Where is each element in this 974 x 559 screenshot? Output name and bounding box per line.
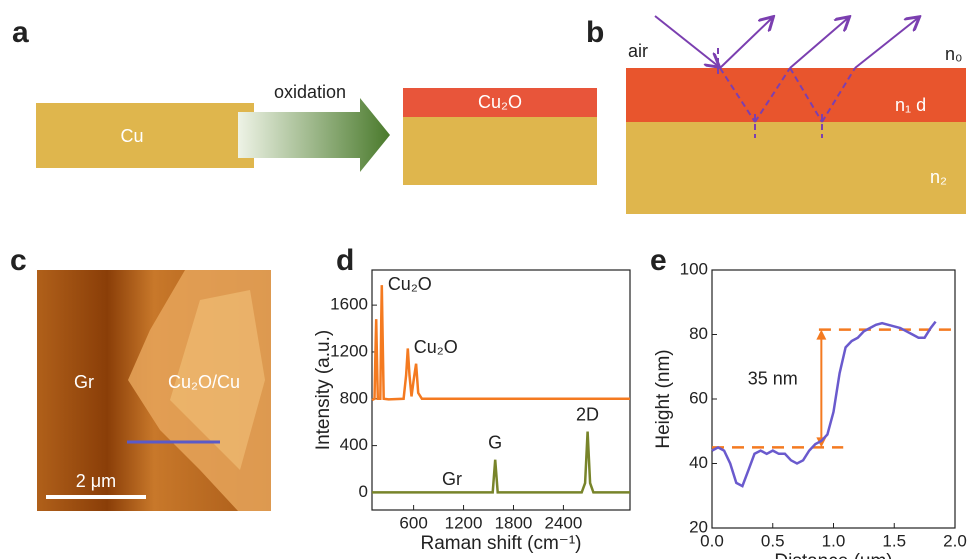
series-line bbox=[711, 320, 937, 488]
x-tick-label: 0.0 bbox=[700, 531, 724, 550]
y-tick-label: 1200 bbox=[330, 341, 368, 360]
peak-label: G bbox=[488, 432, 502, 452]
region-label: Gr bbox=[74, 372, 94, 392]
x-tick-label: 0.5 bbox=[761, 531, 785, 550]
series-label: Gr bbox=[442, 469, 462, 489]
y-axis-title: Height (nm) bbox=[653, 349, 674, 448]
y-tick-label: 40 bbox=[689, 453, 708, 472]
index-label: n₂ bbox=[930, 167, 947, 187]
y-tick-label: 100 bbox=[680, 259, 708, 278]
oxide-layer bbox=[403, 88, 597, 117]
cu-label: Cu bbox=[120, 126, 143, 146]
peak-label: 2D bbox=[576, 404, 599, 424]
panel-label: a bbox=[12, 16, 29, 49]
index-label: n₀ bbox=[945, 44, 962, 64]
region-label: Cu₂O/Cu bbox=[168, 372, 240, 392]
panel-label: e bbox=[650, 244, 667, 277]
y-tick-label: 800 bbox=[340, 388, 368, 407]
panel-label: d bbox=[336, 244, 354, 277]
x-tick-label: 1200 bbox=[445, 513, 483, 532]
medium-label: air bbox=[628, 41, 648, 61]
x-tick-label: 1800 bbox=[495, 513, 533, 532]
process-arrow bbox=[238, 98, 390, 172]
oxide-highlight bbox=[170, 290, 265, 470]
arrow-head bbox=[816, 329, 827, 340]
annotation: 35 nm bbox=[748, 368, 798, 388]
y-axis-title: Intensity (a.u.) bbox=[313, 330, 334, 450]
process-label: oxidation bbox=[274, 82, 346, 102]
x-tick-label: 2.0 bbox=[943, 531, 967, 550]
cu-substrate bbox=[403, 117, 597, 185]
x-tick-label: 1.5 bbox=[882, 531, 906, 550]
y-tick-label: 60 bbox=[689, 388, 708, 407]
series-line bbox=[371, 285, 630, 402]
peak-label: Cu₂O bbox=[388, 274, 432, 294]
scale-label: 2 μm bbox=[76, 471, 116, 491]
oxide-label: Cu₂O bbox=[478, 92, 522, 112]
x-tick-label: 1.0 bbox=[822, 531, 846, 550]
x-axis-title: Distance (um) bbox=[774, 551, 892, 559]
series-line bbox=[372, 431, 630, 494]
plot-frame bbox=[371, 269, 631, 511]
y-tick-label: 0 bbox=[359, 482, 368, 501]
y-tick-label: 80 bbox=[689, 324, 708, 343]
cu-block bbox=[36, 103, 254, 168]
y-tick-label: 20 bbox=[689, 517, 708, 536]
plot-frame bbox=[711, 269, 956, 529]
x-tick-label: 600 bbox=[399, 513, 427, 532]
x-axis-title: Raman shift (cm⁻¹) bbox=[421, 533, 582, 554]
y-tick-label: 1600 bbox=[330, 295, 368, 314]
x-tick-label: 2400 bbox=[545, 513, 583, 532]
panel-label: c bbox=[10, 244, 27, 277]
substrate bbox=[626, 122, 966, 214]
peak-label: Cu₂O bbox=[414, 337, 458, 357]
index-label: n₁ d bbox=[895, 95, 926, 115]
panel-label: b bbox=[586, 16, 604, 49]
light-rays bbox=[654, 16, 918, 138]
y-tick-label: 400 bbox=[340, 435, 368, 454]
